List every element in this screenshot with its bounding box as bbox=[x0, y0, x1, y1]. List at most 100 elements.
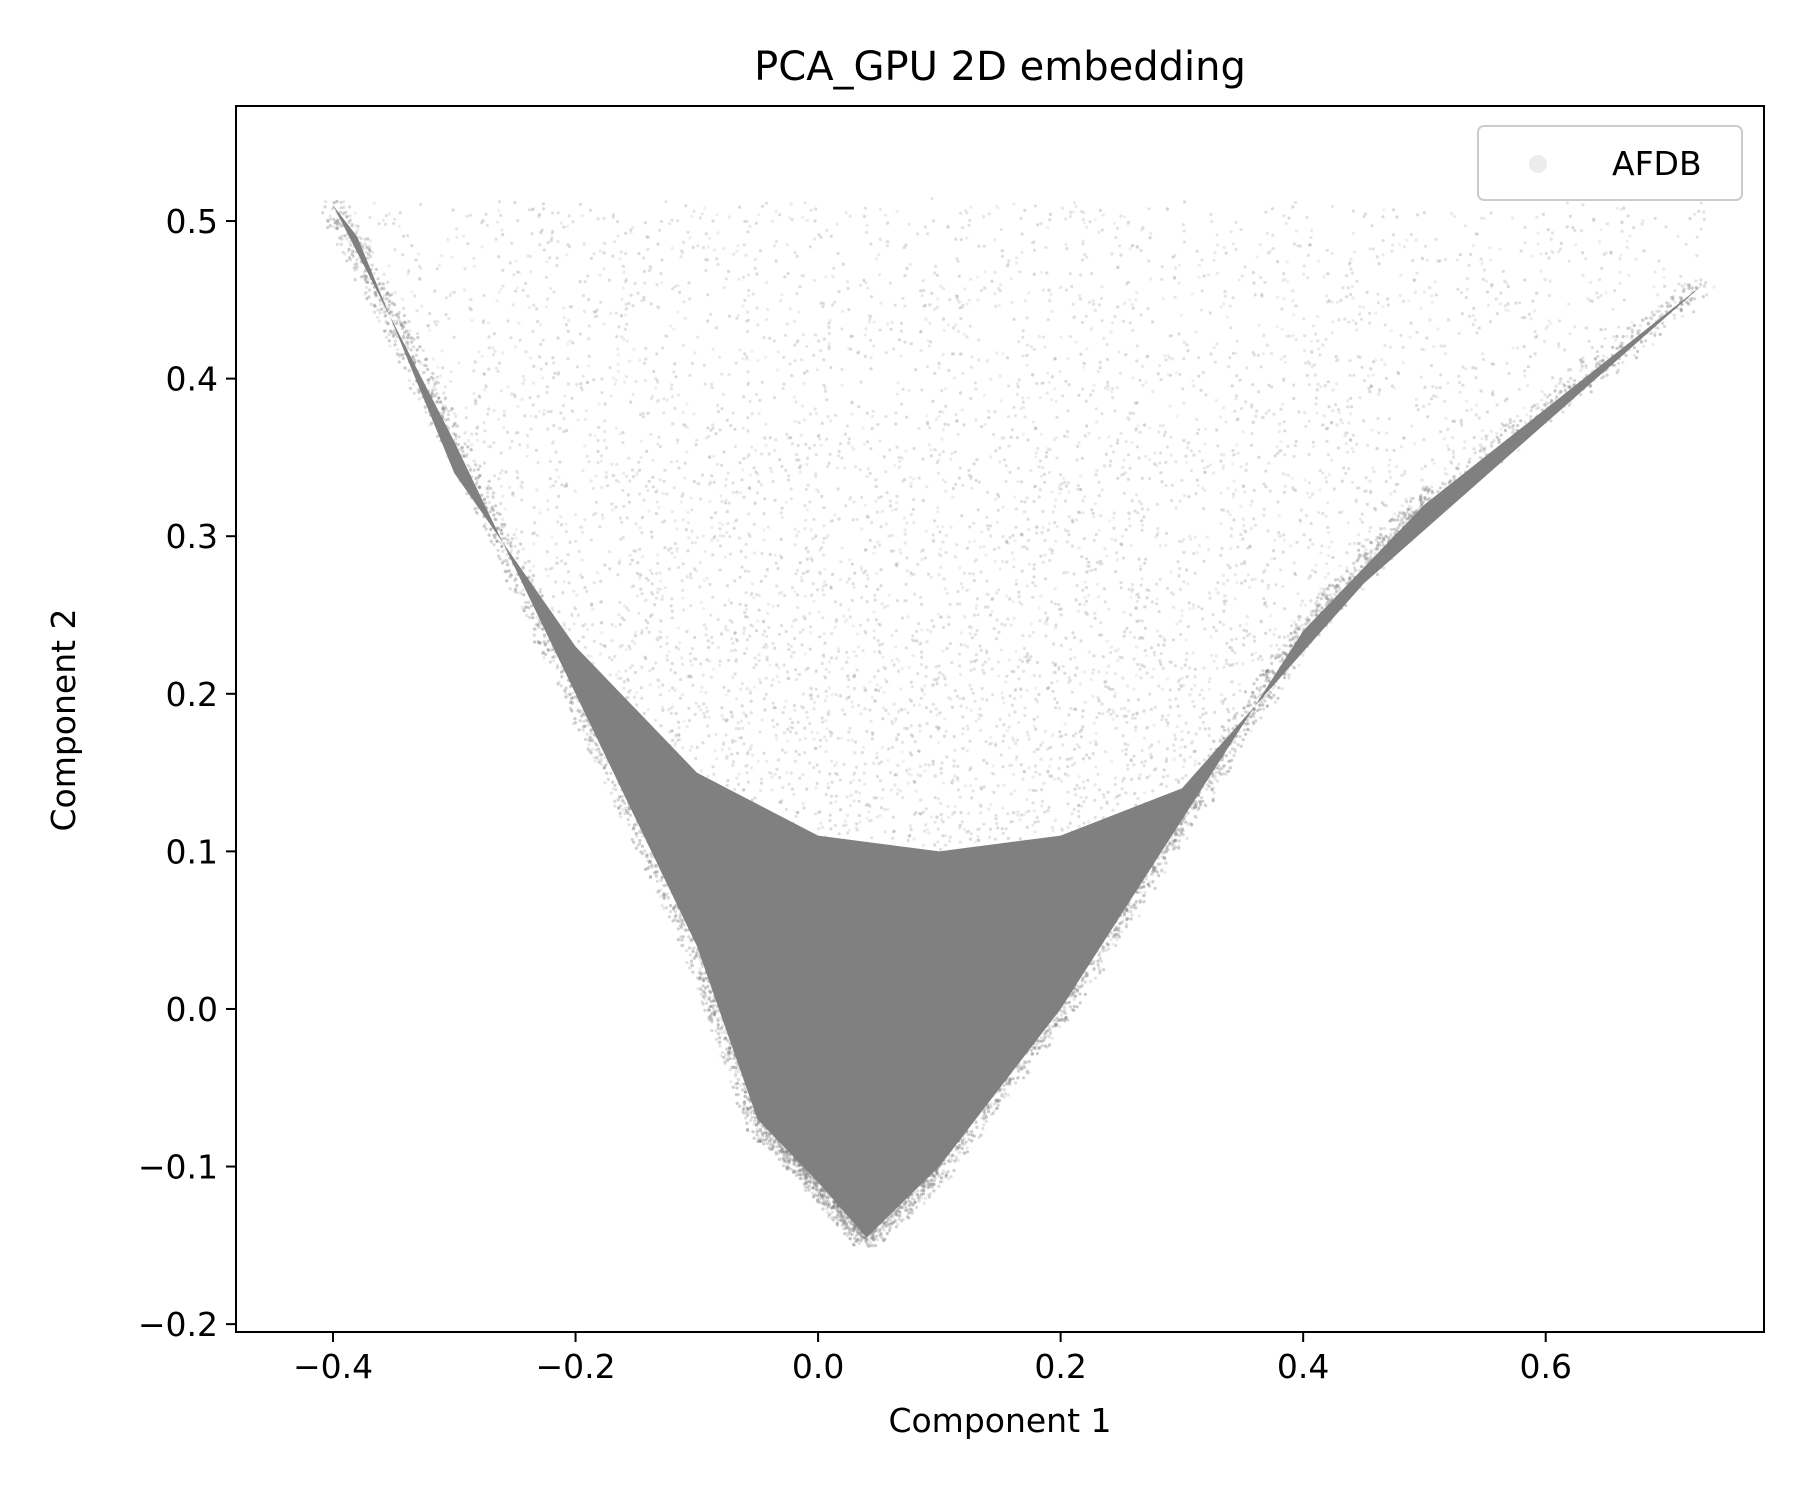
scatter-point bbox=[682, 240, 686, 244]
scatter-point bbox=[554, 542, 558, 546]
scatter-point bbox=[1535, 407, 1539, 411]
scatter-point bbox=[610, 462, 614, 466]
scatter-point bbox=[1275, 445, 1279, 449]
scatter-point bbox=[1187, 495, 1191, 499]
scatter-point bbox=[875, 756, 879, 760]
scatter-point bbox=[1152, 667, 1156, 671]
scatter-point bbox=[1192, 384, 1196, 388]
scatter-point bbox=[1065, 288, 1069, 292]
scatter-point bbox=[1235, 339, 1239, 343]
scatter-point bbox=[1068, 272, 1072, 276]
scatter-point bbox=[997, 303, 1001, 307]
scatter-point bbox=[1248, 545, 1252, 549]
scatter-point bbox=[592, 378, 596, 382]
scatter-point bbox=[564, 522, 568, 526]
scatter-point bbox=[935, 273, 940, 277]
scatter-point bbox=[1149, 231, 1153, 236]
scatter-point bbox=[924, 706, 929, 710]
scatter-point bbox=[886, 758, 890, 762]
scatter-point bbox=[839, 694, 843, 698]
scatter-point bbox=[702, 623, 707, 627]
scatter-point bbox=[1354, 498, 1358, 502]
scatter-point bbox=[711, 595, 715, 599]
scatter-point bbox=[1370, 428, 1374, 432]
scatter-point bbox=[563, 484, 567, 488]
scatter-point bbox=[1323, 576, 1328, 580]
scatter-point bbox=[620, 314, 624, 318]
scatter-point bbox=[711, 553, 715, 557]
scatter-point bbox=[822, 358, 826, 362]
scatter-point bbox=[973, 840, 977, 844]
scatter-point bbox=[847, 346, 851, 350]
scatter-point bbox=[1122, 458, 1126, 462]
scatter-point bbox=[661, 491, 665, 496]
scatter-point bbox=[1212, 739, 1216, 744]
scatter-point bbox=[776, 566, 780, 571]
scatter-point bbox=[1414, 403, 1419, 408]
scatter-point bbox=[1183, 759, 1187, 764]
scatter-point bbox=[933, 796, 937, 800]
scatter-point bbox=[1027, 291, 1031, 295]
scatter-point bbox=[852, 447, 856, 451]
scatter-point bbox=[912, 703, 916, 707]
scatter-point bbox=[779, 971, 784, 975]
scatter-point bbox=[887, 1129, 891, 1133]
scatter-point bbox=[1014, 687, 1018, 691]
scatter-point bbox=[1115, 714, 1119, 718]
scatter-point bbox=[1395, 465, 1399, 469]
scatter-point bbox=[975, 275, 980, 279]
scatter-point bbox=[1025, 316, 1029, 320]
scatter-point bbox=[760, 830, 764, 834]
scatter-point bbox=[659, 579, 663, 583]
scatter-point bbox=[869, 295, 874, 299]
scatter-point bbox=[720, 372, 724, 376]
scatter-point bbox=[580, 214, 584, 218]
scatter-point bbox=[835, 1157, 839, 1161]
scatter-point bbox=[1070, 763, 1075, 767]
scatter-point bbox=[1584, 326, 1588, 330]
scatter-point bbox=[677, 466, 681, 470]
scatter-point bbox=[1051, 641, 1056, 645]
scatter-point bbox=[582, 242, 586, 246]
scatter-point bbox=[996, 508, 1000, 512]
scatter-point bbox=[1222, 453, 1227, 457]
scatter-point bbox=[928, 976, 932, 980]
scatter-point bbox=[1136, 698, 1141, 702]
scatter-point bbox=[570, 396, 574, 400]
scatter-point bbox=[622, 337, 626, 342]
scatter-point bbox=[744, 542, 748, 546]
scatter-point bbox=[724, 277, 728, 281]
scatter-point bbox=[1183, 200, 1187, 204]
scatter-point bbox=[894, 1064, 898, 1068]
scatter-point bbox=[1330, 458, 1334, 462]
scatter-point bbox=[801, 802, 805, 806]
scatter-point bbox=[451, 208, 455, 212]
scatter-point bbox=[820, 494, 824, 498]
scatter-point bbox=[443, 385, 448, 389]
scatter-point bbox=[818, 635, 822, 639]
scatter-point bbox=[667, 650, 671, 654]
scatter-point bbox=[1281, 278, 1285, 283]
scatter-point bbox=[1347, 467, 1351, 471]
scatter-point bbox=[1344, 442, 1348, 446]
scatter-point bbox=[1043, 345, 1047, 349]
scatter-point bbox=[1032, 575, 1036, 579]
scatter-point bbox=[956, 432, 960, 436]
scatter-point bbox=[694, 657, 698, 661]
scatter-point bbox=[937, 458, 941, 462]
scatter-point bbox=[941, 525, 945, 529]
scatter-point bbox=[719, 858, 723, 862]
scatter-point bbox=[793, 527, 797, 531]
scatter-point bbox=[1196, 605, 1200, 609]
scatter-point bbox=[875, 796, 879, 800]
scatter-point bbox=[728, 552, 733, 556]
scatter-point bbox=[1128, 524, 1132, 528]
scatter-point bbox=[652, 369, 656, 374]
scatter-point bbox=[1050, 681, 1054, 685]
scatter-point bbox=[684, 204, 688, 208]
scatter-point bbox=[675, 441, 679, 445]
dense-point-region bbox=[333, 205, 1704, 1238]
scatter-point bbox=[1188, 755, 1192, 759]
scatter-point bbox=[1315, 388, 1319, 392]
scatter-point bbox=[1170, 483, 1174, 487]
